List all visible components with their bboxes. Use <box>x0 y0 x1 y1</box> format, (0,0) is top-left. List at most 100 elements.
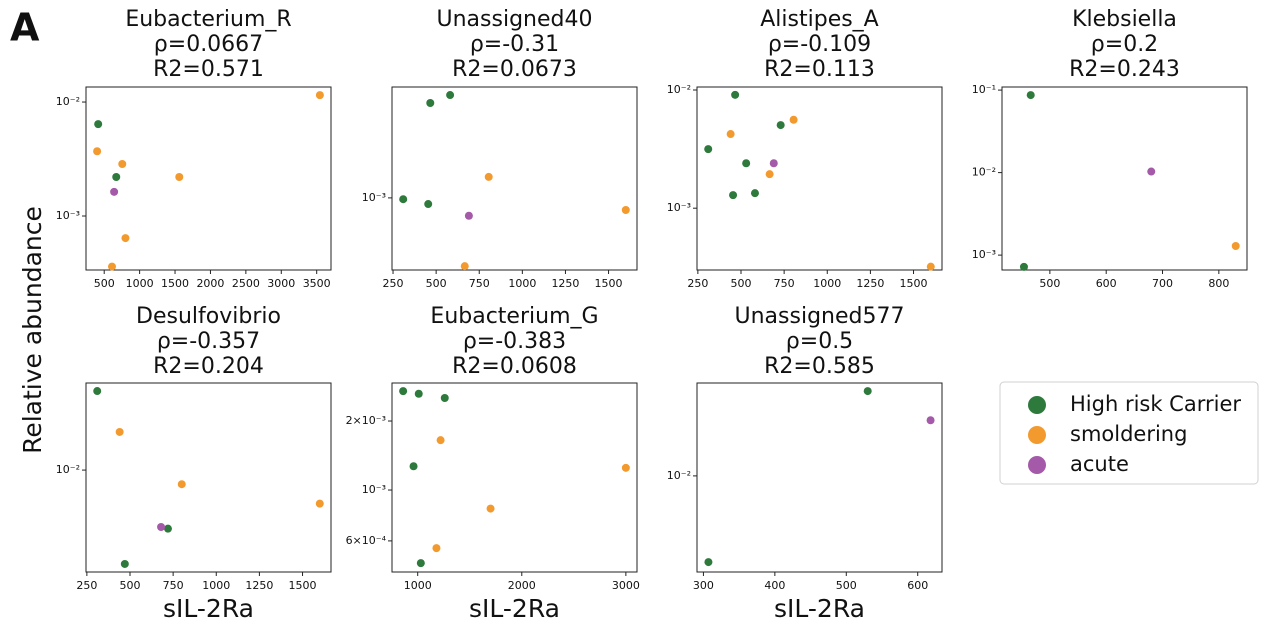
point <box>315 499 324 508</box>
legend-marker <box>1028 426 1046 444</box>
plot-frame <box>696 382 943 573</box>
x-tick-label: 600 <box>907 579 928 592</box>
point <box>750 189 759 198</box>
chart-subtitle: R2=0.243 <box>1069 57 1180 82</box>
x-tick-label: 250 <box>687 277 708 290</box>
point <box>432 544 441 553</box>
point <box>1147 167 1156 176</box>
point <box>621 463 630 472</box>
point <box>863 387 872 396</box>
y-tick-label: 6×10⁻⁴ <box>346 534 387 547</box>
plot-frame <box>1001 86 1248 271</box>
chart-subtitle: R2=0.0608 <box>452 354 577 379</box>
point <box>742 159 751 168</box>
chart-subtitle: R2=0.113 <box>764 57 875 82</box>
x-tick-label: 3000 <box>612 579 640 592</box>
plot-frame <box>85 382 332 573</box>
x-tick-label: 400 <box>764 579 785 592</box>
x-tick-label: 750 <box>163 579 184 592</box>
point <box>460 262 469 271</box>
x-tick-label: 2000 <box>508 579 536 592</box>
chart-title: Unassigned40 <box>437 7 593 32</box>
point <box>464 211 473 220</box>
point <box>416 559 425 568</box>
chart-subtitle: ρ=-0.357 <box>157 329 260 354</box>
x-tick-label: 1250 <box>245 579 273 592</box>
x-tick-label: 800 <box>1208 277 1229 290</box>
chart-subtitle: R2=0.585 <box>764 354 875 379</box>
y-tick-label: 10⁻³ <box>972 248 996 261</box>
point <box>399 195 408 204</box>
y-tick-label: 10⁻¹ <box>972 83 996 96</box>
plot-frame <box>391 86 638 271</box>
point <box>1231 241 1240 250</box>
y-tick-label: 10⁻² <box>56 463 80 476</box>
chart-subtitle: ρ=0.0667 <box>154 32 263 57</box>
x-tick-label: 600 <box>1096 277 1117 290</box>
y-tick-label: 2×10⁻³ <box>346 414 386 427</box>
point <box>399 387 408 396</box>
y-tick-label: 10⁻² <box>667 83 691 96</box>
x-tick-label: 250 <box>76 579 97 592</box>
point <box>93 147 102 156</box>
x-tick-label: 1000 <box>813 277 841 290</box>
x-tick-label: 500 <box>1039 277 1060 290</box>
x-tick-label: 700 <box>1152 277 1173 290</box>
x-tick-label: 1000 <box>202 579 230 592</box>
point <box>704 145 713 154</box>
y-tick-label: 10⁻² <box>667 469 691 482</box>
legend-label: High risk Carrier <box>1070 392 1241 416</box>
point <box>731 90 740 99</box>
point <box>1019 262 1028 271</box>
point <box>118 159 127 168</box>
legend-box <box>999 381 1259 485</box>
x-tick-label: 1000 <box>404 579 432 592</box>
chart-title: Eubacterium_R <box>125 7 291 32</box>
x-tick-label: 500 <box>836 579 857 592</box>
plot-frame <box>85 86 332 271</box>
point <box>177 480 186 489</box>
point <box>426 99 435 108</box>
point <box>175 172 184 181</box>
x-axis-label: sIL-2Ra <box>163 594 254 623</box>
point <box>121 234 130 243</box>
point <box>486 504 495 513</box>
x-tick-label: 300 <box>693 579 714 592</box>
x-tick-label: 2000 <box>196 277 224 290</box>
point <box>163 524 172 533</box>
point <box>1026 91 1035 100</box>
y-tick-label: 10⁻³ <box>362 191 386 204</box>
chart-title: Alistipes_A <box>760 7 879 32</box>
point <box>440 394 449 403</box>
x-tick-label: 3000 <box>267 277 295 290</box>
x-axis-label: sIL-2Ra <box>469 594 560 623</box>
x-tick-label: 1000 <box>508 277 536 290</box>
point <box>94 120 103 129</box>
x-tick-label: 750 <box>469 277 490 290</box>
point <box>704 558 713 567</box>
x-tick-label: 2500 <box>232 277 260 290</box>
x-tick-label: 750 <box>774 277 795 290</box>
chart-title: Unassigned577 <box>735 304 905 329</box>
point <box>157 522 166 531</box>
chart-title: Eubacterium_G <box>430 304 598 329</box>
point <box>112 172 121 181</box>
x-tick-label: 1500 <box>161 277 189 290</box>
point <box>621 206 630 215</box>
x-tick-label: 250 <box>383 277 404 290</box>
x-tick-label: 3500 <box>303 277 331 290</box>
chart-subtitle: ρ=0.5 <box>786 329 853 354</box>
x-tick-label: 1250 <box>551 277 579 290</box>
x-tick-label: 500 <box>730 277 751 290</box>
point <box>769 159 778 168</box>
chart-subtitle: R2=0.0673 <box>452 57 577 82</box>
plot-frame <box>696 86 943 271</box>
point <box>926 416 935 425</box>
point <box>93 387 102 396</box>
y-tick-label: 10⁻² <box>972 166 996 179</box>
y-tick-label: 10⁻³ <box>56 209 80 222</box>
chart-subtitle: ρ=-0.31 <box>470 32 559 57</box>
y-tick-label: 10⁻³ <box>362 483 386 496</box>
plot-frame <box>391 382 638 573</box>
legend-label: smoldering <box>1070 422 1187 446</box>
